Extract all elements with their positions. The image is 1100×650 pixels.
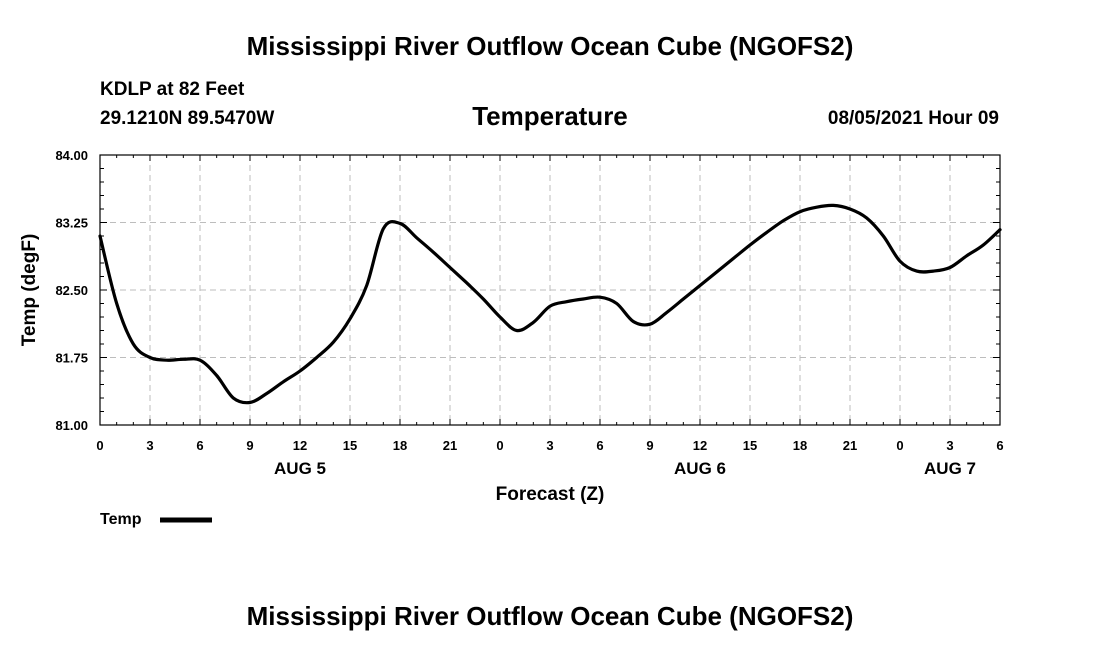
x-tick-label: 0: [496, 438, 503, 453]
x-tick-label: 21: [843, 438, 857, 453]
x-tick-label: 9: [246, 438, 253, 453]
grid-lines: [100, 155, 1000, 425]
x-tick-label: 12: [293, 438, 307, 453]
x-tick-label: 21: [443, 438, 457, 453]
y-tick-label: 84.00: [55, 148, 88, 163]
x-tick-label: 0: [896, 438, 903, 453]
footer-title: Mississippi River Outflow Ocean Cube (NG…: [247, 601, 854, 631]
x-tick-labels: 0 3 6 9 12 15 18 21 0 3 6 9 12 15 18 21 0 3 6: [96, 438, 1003, 453]
x-tick-label: 3: [146, 438, 153, 453]
x-tick-label: 9: [646, 438, 653, 453]
x-tick-label: 3: [946, 438, 953, 453]
coordinates-label: 29.1210N 89.5470W: [100, 108, 274, 129]
y-tick-label: 82.50: [55, 283, 88, 298]
day-label: AUG 7: [924, 459, 976, 478]
y-axis-label: Temp (degF): [19, 234, 40, 347]
x-tick-label: 15: [743, 438, 757, 453]
x-tick-label: 6: [196, 438, 203, 453]
x-tick-label: 15: [343, 438, 357, 453]
legend: Temp: [100, 511, 212, 528]
y-tick-label: 83.25: [55, 216, 88, 231]
legend-label: Temp: [100, 511, 142, 528]
day-label: AUG 6: [674, 459, 726, 478]
y-tick-labels: 81.00 81.75 82.50 83.25 84.00: [55, 148, 88, 433]
y-tick-label: 81.75: [55, 351, 88, 366]
datetime-label: 08/05/2021 Hour 09: [828, 108, 999, 129]
x-tick-label: 6: [596, 438, 603, 453]
series-group: [98, 203, 1002, 405]
station-label: KDLP at 82 Feet: [100, 79, 245, 100]
axis-ticks: [99, 154, 1001, 426]
chart-title: Mississippi River Outflow Ocean Cube (NG…: [247, 31, 854, 61]
day-labels: AUG 5 AUG 6 AUG 7: [274, 459, 976, 478]
x-tick-label: 6: [996, 438, 1003, 453]
x-tick-label: 3: [546, 438, 553, 453]
x-tick-label: 18: [793, 438, 807, 453]
x-axis-label: Forecast (Z): [496, 484, 605, 505]
x-tick-label: 18: [393, 438, 407, 453]
day-label: AUG 5: [274, 459, 326, 478]
y-tick-label: 81.00: [55, 418, 88, 433]
x-tick-label: 12: [693, 438, 707, 453]
series-line-temp: [98, 203, 1002, 405]
x-tick-label: 0: [96, 438, 103, 453]
parameter-label: Temperature: [472, 101, 628, 131]
